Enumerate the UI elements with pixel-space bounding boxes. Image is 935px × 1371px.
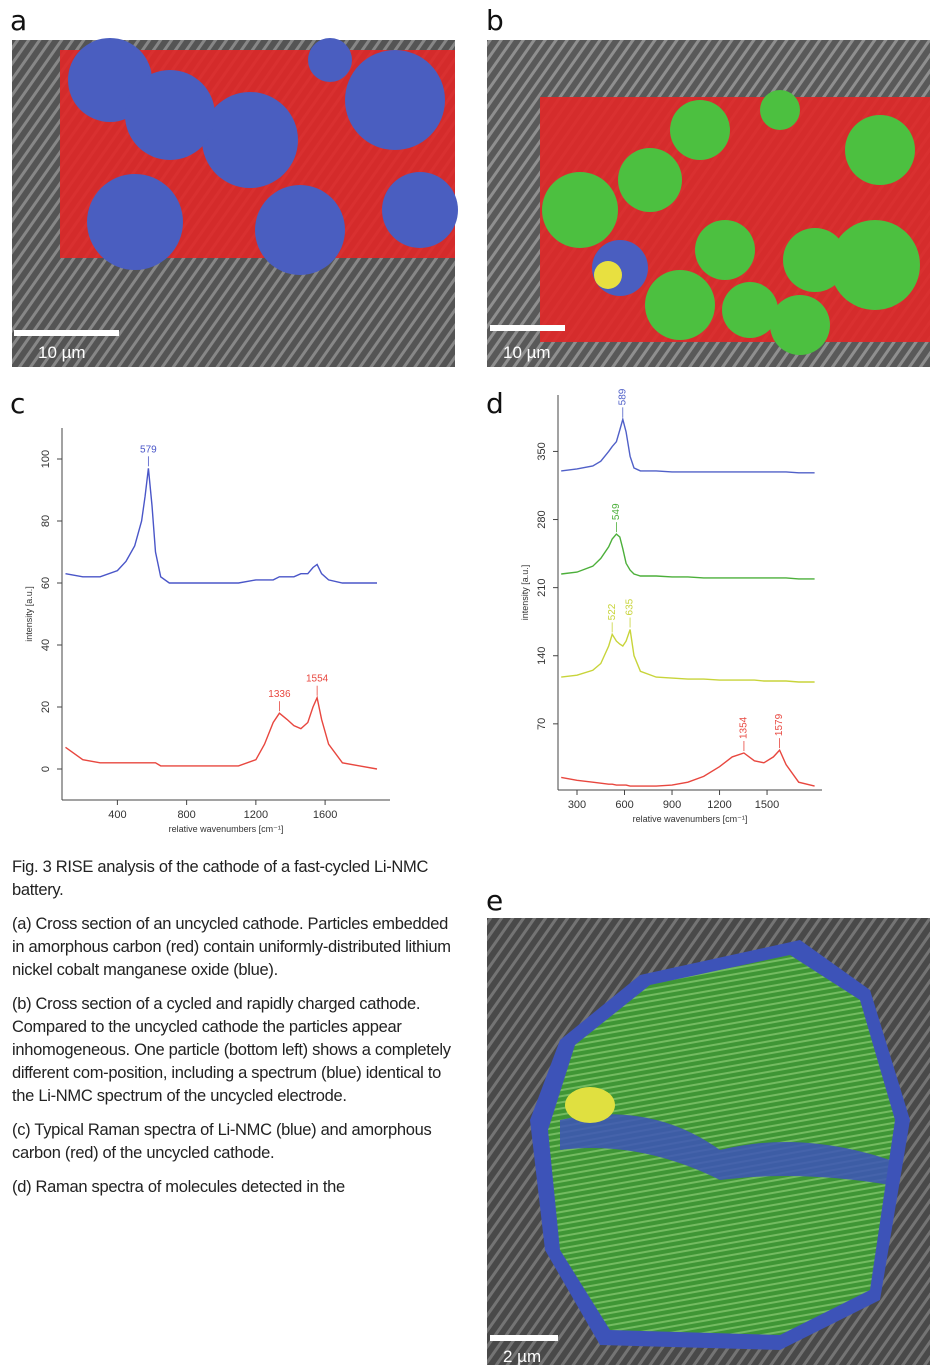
x-tick-label: 1600 bbox=[313, 809, 337, 821]
x-tick-label: 1500 bbox=[755, 799, 779, 811]
peak-label: 579 bbox=[140, 444, 157, 455]
peak-label: 549 bbox=[611, 503, 622, 520]
scale-bar-label: 2 µm bbox=[503, 1347, 541, 1366]
caption: Fig. 3 RISE analysis of the cathode of a… bbox=[12, 856, 462, 1371]
panel-label: e bbox=[486, 884, 503, 917]
peak-label: 522 bbox=[607, 603, 618, 620]
image-e: 2 µm bbox=[487, 918, 930, 1366]
caption-title: Fig. 3 RISE analysis of the cathode of a… bbox=[12, 858, 429, 899]
y-tick-label: 20 bbox=[40, 701, 52, 713]
image-b: 10 µm bbox=[487, 40, 930, 367]
spectrum-line bbox=[65, 468, 377, 584]
spectrum-line bbox=[561, 748, 815, 787]
y-axis-label: intensity [a.u.] bbox=[520, 565, 530, 621]
caption-paragraph: (b) Cross section of a cycled and rapidl… bbox=[12, 995, 451, 1105]
caption-paragraph: (a) Cross section of an uncycled cathode… bbox=[12, 915, 451, 979]
y-tick-label: 40 bbox=[40, 639, 52, 651]
y-tick-label: 0 bbox=[40, 766, 52, 772]
y-tick-label: 60 bbox=[40, 577, 52, 589]
caption-paragraph: (c) Typical Raman spectra of Li-NMC (blu… bbox=[12, 1121, 432, 1162]
x-tick-label: 600 bbox=[615, 799, 633, 811]
peak-label: 1336 bbox=[268, 689, 291, 700]
x-tick-label: 300 bbox=[568, 799, 586, 811]
x-axis-label: relative wavenumbers [cm⁻¹] bbox=[633, 814, 748, 824]
y-tick-label: 140 bbox=[536, 647, 548, 665]
x-tick-label: 1200 bbox=[244, 809, 268, 821]
y-tick-label: 100 bbox=[40, 450, 52, 468]
panel-label: d bbox=[486, 387, 504, 420]
x-tick-label: 800 bbox=[177, 809, 195, 821]
peak-label: 589 bbox=[617, 388, 628, 405]
scale-bar-label: 10 µm bbox=[503, 343, 551, 362]
peak-label: 1354 bbox=[739, 716, 750, 739]
y-tick-label: 210 bbox=[536, 578, 548, 596]
image-a: 10 µm bbox=[12, 38, 458, 367]
peak-label: 635 bbox=[625, 598, 636, 615]
scale-bar-label: 10 µm bbox=[38, 343, 86, 362]
spectrum-line bbox=[561, 629, 815, 683]
y-tick-label: 280 bbox=[536, 510, 548, 528]
y-tick-label: 350 bbox=[536, 442, 548, 460]
x-tick-label: 400 bbox=[108, 809, 126, 821]
chart-c-bg bbox=[12, 420, 455, 838]
peak-label: 1579 bbox=[774, 713, 785, 736]
spectrum-line bbox=[561, 416, 815, 474]
y-tick-label: 80 bbox=[40, 515, 52, 527]
y-tick-label: 70 bbox=[536, 718, 548, 730]
panel-label: c bbox=[10, 387, 25, 420]
x-tick-label: 1200 bbox=[707, 799, 731, 811]
y-axis-label: intensity [a.u.] bbox=[24, 586, 34, 642]
panel-label: b bbox=[486, 4, 504, 37]
x-axis-label: relative wavenumbers [cm⁻¹] bbox=[169, 824, 284, 834]
panel-label: a bbox=[10, 4, 27, 37]
peak-label: 1554 bbox=[306, 674, 329, 685]
caption-paragraph: (d) Raman spectra of molecules detected … bbox=[12, 1178, 345, 1196]
spectrum-line bbox=[561, 533, 815, 580]
x-tick-label: 900 bbox=[663, 799, 681, 811]
spectrum-line bbox=[65, 695, 378, 770]
